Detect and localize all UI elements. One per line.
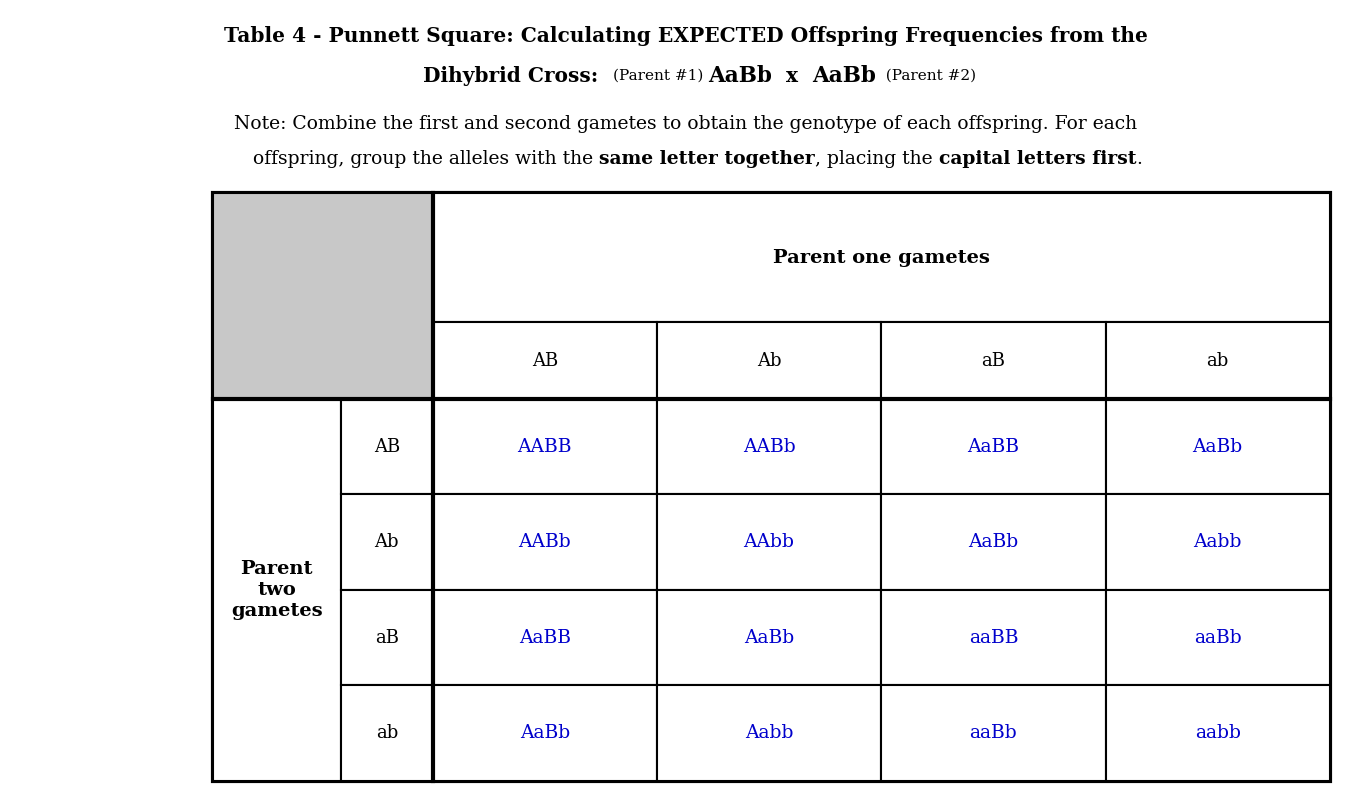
Text: AaBB: AaBB [518,629,570,646]
Text: Aabb: Aabb [744,724,794,742]
Text: Parent
two
gametes: Parent two gametes [230,560,322,620]
Text: ab: ab [1206,351,1228,370]
Text: same letter together: same letter together [599,151,814,168]
Text: Aabb: Aabb [1194,533,1242,551]
Text: AABb: AABb [743,438,795,456]
Text: Table 4 - Punnett Square: Calculating EXPECTED Offspring Frequencies from the: Table 4 - Punnett Square: Calculating EX… [223,26,1148,46]
Text: offspring, group the alleles with the: offspring, group the alleles with the [229,151,599,168]
Text: AaBb: AaBb [744,629,794,646]
Text: AaBb: AaBb [812,65,876,87]
Text: x: x [772,65,812,86]
Text: ab: ab [376,724,398,742]
Text: aB: aB [374,629,399,646]
Text: aaBb: aaBb [1194,629,1242,646]
Text: Note: Combine the first and second gametes to obtain the genotype of each offspr: Note: Combine the first and second gamet… [234,115,1137,132]
Text: capital letters first: capital letters first [939,151,1137,168]
Text: (Parent #2): (Parent #2) [876,69,976,83]
Text: AaBb: AaBb [1193,438,1243,456]
Text: AB: AB [374,438,400,456]
Text: AABb: AABb [518,533,572,551]
Text: AaBB: AaBB [968,438,1020,456]
Text: AB: AB [532,351,558,370]
Text: aaBB: aaBB [969,629,1019,646]
Text: Ab: Ab [757,351,781,370]
Text: AaBb: AaBb [968,533,1019,551]
Text: , placing the: , placing the [814,151,939,168]
Text: aaBb: aaBb [969,724,1017,742]
Text: Ab: Ab [374,533,399,551]
Text: Parent one gametes: Parent one gametes [773,249,990,266]
Text: aB: aB [982,351,1005,370]
Text: AaBb: AaBb [707,65,772,87]
Text: (Parent #1): (Parent #1) [613,69,707,83]
Text: aabb: aabb [1194,724,1241,742]
Text: AABB: AABB [517,438,572,456]
Text: AAbb: AAbb [743,533,795,551]
Text: Dihybrid Cross:: Dihybrid Cross: [395,65,613,86]
Text: AaBb: AaBb [520,724,570,742]
Text: .: . [1137,151,1142,168]
